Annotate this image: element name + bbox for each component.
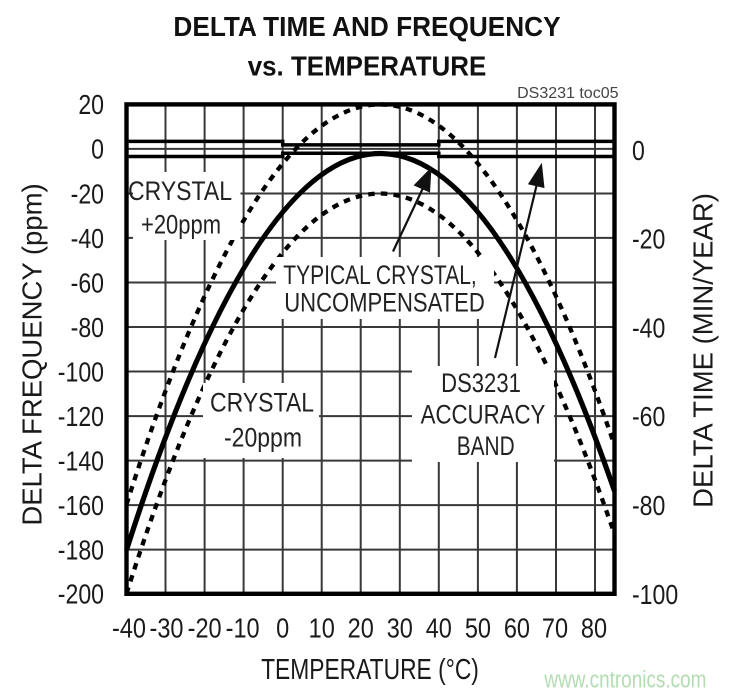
svg-text:30: 30 [387, 614, 413, 644]
svg-text:-60: -60 [632, 402, 665, 432]
svg-text:-60: -60 [71, 268, 104, 298]
svg-text:-140: -140 [58, 447, 104, 477]
svg-text:-40: -40 [71, 224, 104, 254]
svg-text:0: 0 [276, 614, 289, 644]
svg-text:DELTA FREQUENCY (ppm): DELTA FREQUENCY (ppm) [17, 183, 48, 525]
svg-text:50: 50 [465, 614, 491, 644]
svg-text:70: 70 [542, 614, 568, 644]
svg-text:-20: -20 [632, 225, 665, 255]
svg-text:-120: -120 [58, 402, 104, 432]
svg-text:-30: -30 [150, 614, 184, 644]
svg-text:-100: -100 [58, 357, 104, 387]
svg-text:-80: -80 [632, 491, 665, 521]
svg-text:BAND: BAND [457, 432, 515, 462]
svg-text:DS3231: DS3231 [441, 369, 521, 399]
svg-text:-180: -180 [58, 536, 104, 566]
svg-text:-20: -20 [71, 179, 104, 209]
svg-text:CRYSTAL: CRYSTAL [128, 176, 232, 206]
svg-text:CRYSTAL: CRYSTAL [210, 388, 314, 418]
svg-text:vs. TEMPERATURE: vs. TEMPERATURE [248, 51, 487, 82]
svg-text:0: 0 [632, 136, 645, 166]
svg-text:DS3231 toc05: DS3231 toc05 [517, 85, 619, 102]
svg-text:-160: -160 [58, 491, 104, 521]
svg-text:20: 20 [78, 90, 104, 120]
svg-text:-100: -100 [632, 580, 678, 610]
svg-text:DELTA TIME AND FREQUENCY: DELTA TIME AND FREQUENCY [173, 10, 560, 42]
svg-text:+20ppm: +20ppm [141, 210, 221, 240]
svg-text:ACCURACY: ACCURACY [421, 401, 546, 430]
svg-text:UNCOMPENSATED: UNCOMPENSATED [284, 289, 484, 319]
svg-text:40: 40 [426, 614, 452, 644]
svg-text:DELTA TIME (MIN/YEAR): DELTA TIME (MIN/YEAR) [688, 193, 719, 508]
svg-text:-40: -40 [112, 614, 146, 644]
svg-text:-40: -40 [632, 314, 665, 344]
svg-text:-200: -200 [58, 580, 104, 610]
svg-text:20: 20 [348, 614, 374, 644]
svg-text:TYPICAL CRYSTAL,: TYPICAL CRYSTAL, [283, 261, 477, 291]
svg-text:www.cntronics.com: www.cntronics.com [544, 665, 707, 693]
svg-text:60: 60 [504, 614, 530, 644]
svg-text:-20ppm: -20ppm [224, 423, 302, 453]
svg-text:-80: -80 [71, 313, 104, 343]
svg-text:-20: -20 [188, 614, 222, 644]
svg-text:-10: -10 [226, 614, 260, 644]
svg-text:10: 10 [309, 614, 335, 644]
svg-text:TEMPERATURE (°C): TEMPERATURE (°C) [261, 652, 479, 685]
svg-text:80: 80 [581, 614, 607, 644]
svg-text:0: 0 [91, 135, 104, 165]
